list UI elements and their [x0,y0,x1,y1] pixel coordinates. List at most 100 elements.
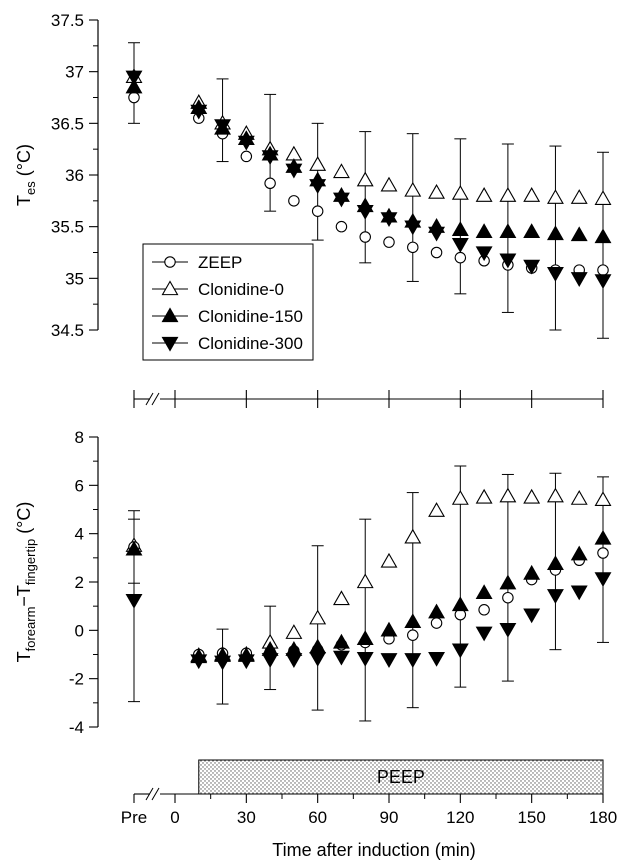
bottom-point-open-circle-11 [430,617,443,629]
bottom-point-filled-triangle-up-18 [594,529,612,545]
x-axis-label: Time after induction (min) [272,840,475,860]
bottom-point-filled-triangle-down-0 [125,593,143,609]
bottom-point-filled-triangle-down-17 [570,585,588,601]
bottom-ylabel-unit: (°C) [14,502,34,539]
bottom-point-filled-triangle-down-16 [546,589,564,604]
top-point-filled-triangle-up-0 [125,78,143,94]
bottom-point-filled-triangle-up-7 [332,633,350,649]
top-point-filled-triangle-up-15 [523,223,541,239]
top-point-open-triangle-up-16 [546,189,564,204]
bottom-point-open-circle-13 [478,604,490,616]
top-point-filled-triangle-down-1 [190,104,208,120]
top-point-filled-triangle-down-17 [570,272,588,287]
top-point-open-circle-5 [288,195,300,207]
top-point-open-triangle-up-8 [356,171,374,187]
bottom-point-filled-triangle-down-8 [356,651,374,667]
top-point-open-circle-0 [128,91,140,104]
peep-bar: PEEP [198,759,604,795]
bottom-point-filled-triangle-up-6 [309,638,327,654]
bottom-ylabel-main2: T [14,585,34,596]
top-point-filled-triangle-down-10 [404,220,422,236]
bottom-point-filled-triangle-down-11 [428,651,446,667]
bottom-ytick-label: 6 [75,476,84,495]
bottom-y-axis-label: Tforearm−Tfingertip (°C) [14,502,38,663]
top-panel: 34.5 35 35.5 36 36.5 37 37.5 Tes (°C) ZEEP Clon… [14,11,612,361]
top-point-open-circle-18 [597,264,609,276]
top-ylabel-unit: (°C) [14,144,34,181]
bottom-point-open-triangle-up-7 [332,590,350,606]
top-point-open-triangle-up-12 [451,184,469,200]
bottom-point-filled-triangle-up-17 [570,545,588,561]
top-point-filled-triangle-down-9 [380,212,398,228]
bottom-ytick-label: 0 [75,621,84,640]
top-point-filled-triangle-down-7 [332,192,350,208]
x-axis-tick-label: 150 [517,808,545,827]
top-point-filled-triangle-down-6 [309,179,327,194]
top-point-filled-triangle-down-0 [125,70,143,86]
top-point-open-triangle-up-5 [285,145,303,161]
legend-label-2: Clonidine-150 [198,307,303,326]
x-axis-tick-label: 180 [589,808,617,827]
top-point-filled-triangle-down-12 [451,238,469,253]
x-axis-break [151,787,160,801]
bottom-point-filled-triangle-up-15 [523,564,541,580]
peep-rect [198,759,604,795]
x-axis: Pre 0 30 60 90 120 150 180 [121,787,617,827]
top-ytick-label: 36.5 [51,114,84,133]
bottom-point-open-triangle-up-11 [428,502,446,517]
top-point-open-circle-9 [383,236,395,248]
top-y-axis-label: Tes (°C) [14,144,38,206]
top-point-open-triangle-up-9 [380,176,398,192]
bottom-point-filled-triangle-up-11 [428,603,446,619]
legend-label-3: Clonidine-300 [198,334,303,353]
top-point-filled-triangle-down-8 [356,204,374,220]
bottom-point-open-triangle-up-14 [499,487,517,503]
top-point-filled-triangle-down-15 [523,259,541,275]
top-point-filled-triangle-down-4 [261,150,279,166]
x-axis-tick-label: 120 [446,808,474,827]
bottom-point-open-triangle-up-5 [285,624,303,639]
top-point-filled-triangle-down-2 [214,119,232,135]
bottom-ytick-label: -2 [69,670,84,689]
top-point-filled-triangle-down-16 [546,266,564,282]
bottom-point-filled-triangle-down-1 [190,654,208,670]
top-point-filled-triangle-up-14 [499,223,517,239]
top-point-filled-triangle-down-14 [499,253,517,269]
bottom-point-filled-triangle-down-6 [309,651,327,667]
bottom-point-open-triangle-up-6 [309,609,327,625]
bottom-point-open-triangle-up-10 [404,528,422,544]
legend-label-0: ZEEP [198,253,242,272]
top-point-open-triangle-up-6 [309,156,327,171]
x-axis-tick-label: 90 [380,808,399,827]
bottom-ytick-label: 2 [75,573,84,592]
bottom-point-open-triangle-up-18 [594,491,612,507]
bottom-point-filled-triangle-up-0 [125,540,143,556]
top-point-open-circle-6 [311,205,324,217]
bottom-ytick-label: 8 [75,428,84,447]
mid-axis-break [151,392,160,406]
x-axis-break [145,787,154,801]
bottom-point-filled-triangle-down-10 [404,653,422,668]
top-ytick-label: 35 [65,269,84,288]
bottom-point-filled-triangle-down-13 [475,626,493,642]
x-axis-tick-label: Pre [121,808,147,827]
top-ytick-label: 37.5 [51,11,84,30]
bottom-point-filled-triangle-down-3 [237,654,255,670]
bottom-point-open-circle-18 [597,547,609,559]
top-ytick-label: 35.5 [51,218,84,237]
bottom-point-open-triangle-up-8 [356,573,374,589]
top-point-open-triangle-up-18 [594,190,612,205]
legend-marker-0 [164,256,176,268]
bottom-point-open-circle-14 [502,591,514,604]
legend-marker-3 [161,336,179,352]
legend-label-1: Clonidine-0 [198,280,284,299]
bottom-ytick-label: -4 [69,718,84,737]
legend: ZEEP Clonidine-0 Clonidine-150 Clonidine-30… [142,243,314,361]
legend-marker-1 [161,280,179,296]
top-point-filled-triangle-down-13 [475,246,493,262]
x-axis-tick-label: 30 [237,808,256,827]
bottom-point-filled-triangle-up-13 [475,584,493,600]
bottom-point-filled-triangle-down-5 [285,653,303,668]
legend-marker-2 [161,307,179,323]
